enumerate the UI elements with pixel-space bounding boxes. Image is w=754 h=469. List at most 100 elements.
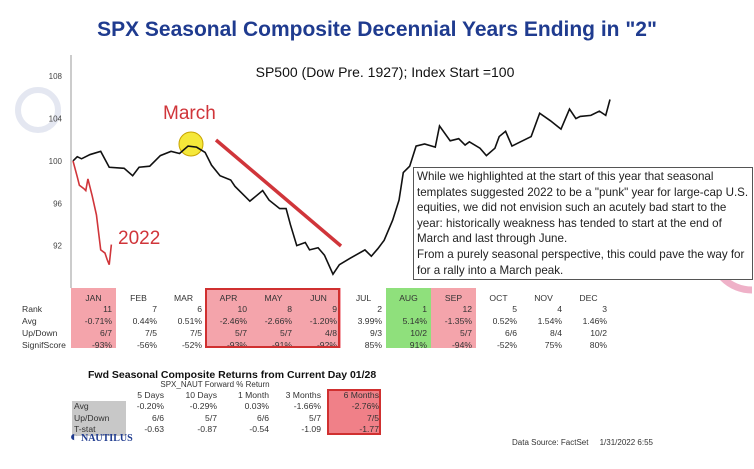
- column-header: 10 Days: [185, 390, 217, 400]
- month-header: NOV: [534, 293, 553, 303]
- month-header: MAR: [173, 293, 194, 303]
- month-header: OCT: [489, 293, 508, 303]
- y-tick-label: 108: [49, 72, 63, 81]
- month-header: JUL: [355, 293, 372, 303]
- y-tick-label: 104: [49, 115, 63, 124]
- year-2022-label: 2022: [118, 228, 161, 249]
- month-cell: -94%: [451, 340, 472, 350]
- watermark-logo: [15, 87, 61, 133]
- nautilus-logo: ◐ NAUTILUS: [70, 430, 133, 445]
- month-cell: -1.35%: [444, 316, 472, 326]
- month-cell: 8/4: [550, 328, 562, 338]
- month-cell: 10: [237, 304, 247, 314]
- row-label: Rank: [22, 304, 43, 314]
- month-cell: -52%: [181, 340, 202, 350]
- month-header: JAN: [85, 293, 102, 303]
- column-header: 3 Months: [285, 390, 321, 400]
- month-cell: 11: [103, 304, 112, 314]
- month-header: AUG: [399, 293, 418, 303]
- row-label: Avg: [22, 316, 37, 326]
- y-tick-label: 92: [53, 242, 62, 251]
- month-cell: -93%: [91, 340, 112, 350]
- table-cell: -0.20%: [136, 401, 164, 411]
- month-header: JUN: [310, 293, 327, 303]
- row-label: T-stat: [72, 424, 126, 436]
- row-label: Avg: [72, 401, 126, 413]
- month-header: FEB: [130, 293, 147, 303]
- month-cell: 5.14%: [402, 316, 427, 326]
- table-cell: 5/7: [205, 412, 217, 423]
- march-label: March: [163, 103, 216, 124]
- forward-table-title: Fwd Seasonal Composite Returns from Curr…: [88, 369, 377, 381]
- chart-subtitle: SP500 (Dow Pre. 1927); Index Start =100: [255, 64, 515, 80]
- decline-trend-line: [214, 138, 343, 248]
- table-cell: 6/6: [257, 412, 269, 423]
- table-cell: -0.54: [249, 424, 269, 434]
- month-highlight: [296, 288, 341, 348]
- month-cell: 8: [287, 304, 292, 314]
- table-cell: -2.76%: [351, 401, 379, 411]
- month-highlight: [431, 288, 476, 348]
- row-label: Up/Down: [22, 328, 58, 338]
- source-text: Data Source: FactSet: [512, 438, 589, 447]
- data-source: Data Source: FactSet 1/31/2022 6:55: [512, 438, 653, 447]
- forward-table-subtitle: SPX_NAUT Forward % Return: [160, 380, 270, 389]
- month-cell: 85%: [364, 340, 382, 350]
- month-cell: 7/5: [145, 328, 157, 338]
- month-cell: 3.99%: [357, 316, 382, 326]
- month-highlight: [251, 288, 296, 348]
- apr-jun-highlight-box: [205, 288, 340, 348]
- month-cell: 10/2: [410, 328, 427, 338]
- march-peak-marker: [178, 131, 204, 157]
- month-cell: -91%: [271, 340, 292, 350]
- chart-title: SPX Seasonal Composite Decennial Years E…: [97, 18, 657, 41]
- y-tick-label: 100: [49, 157, 63, 166]
- month-cell: 91%: [409, 340, 427, 350]
- table-cell: -0.29%: [189, 401, 217, 411]
- month-cell: 9/3: [370, 328, 382, 338]
- column-header: 1 Month: [237, 390, 269, 400]
- commentary-paragraph: From a purely seasonal perspective, this…: [417, 247, 745, 277]
- table-cell: -1.77: [359, 424, 379, 434]
- table-cell: -0.63: [144, 424, 164, 434]
- month-cell: -2.66%: [264, 316, 292, 326]
- month-header: APR: [219, 293, 238, 303]
- month-cell: 1.46%: [582, 316, 607, 326]
- month-cell: 3: [602, 304, 607, 314]
- month-header: DEC: [579, 293, 598, 303]
- month-highlight: [206, 288, 251, 348]
- month-cell: 7/5: [190, 328, 202, 338]
- month-cell: -56%: [136, 340, 157, 350]
- month-cell: -2.46%: [219, 316, 247, 326]
- series-2022-line: [72, 160, 113, 265]
- table-cell: 6/6: [152, 412, 164, 423]
- column-header: 6 Months: [343, 390, 379, 400]
- month-cell: 9: [332, 304, 337, 314]
- month-cell: 5/7: [280, 328, 292, 338]
- month-highlight: [71, 288, 116, 348]
- commentary-paragraph: While we highlighted at the start of thi…: [417, 170, 749, 246]
- table-cell: -1.09: [301, 424, 321, 434]
- month-cell: 4: [557, 304, 562, 314]
- month-cell: 5: [512, 304, 517, 314]
- month-cell: -0.71%: [84, 316, 112, 326]
- column-header: 5 Days: [137, 390, 164, 400]
- commentary-box: While we highlighted at the start of thi…: [413, 167, 753, 281]
- composite-series-line: [72, 99, 611, 276]
- month-cell: 1: [422, 304, 427, 314]
- table-cell: -0.87: [197, 424, 217, 434]
- month-cell: 5/7: [460, 328, 472, 338]
- month-cell: 6: [197, 304, 202, 314]
- table-cell: 0.03%: [244, 401, 269, 411]
- month-cell: 6/7: [100, 328, 112, 338]
- month-cell: 0.51%: [177, 316, 202, 326]
- month-header: SEP: [444, 293, 463, 303]
- month-cell: -52%: [496, 340, 517, 350]
- table-cell: 5/7: [309, 412, 321, 423]
- month-cell: 4/8: [325, 328, 337, 338]
- month-cell: 0.44%: [132, 316, 157, 326]
- month-cell: 2: [377, 304, 382, 314]
- table-cell: -1.66%: [293, 401, 321, 411]
- logo-text: NAUTILUS: [80, 433, 133, 444]
